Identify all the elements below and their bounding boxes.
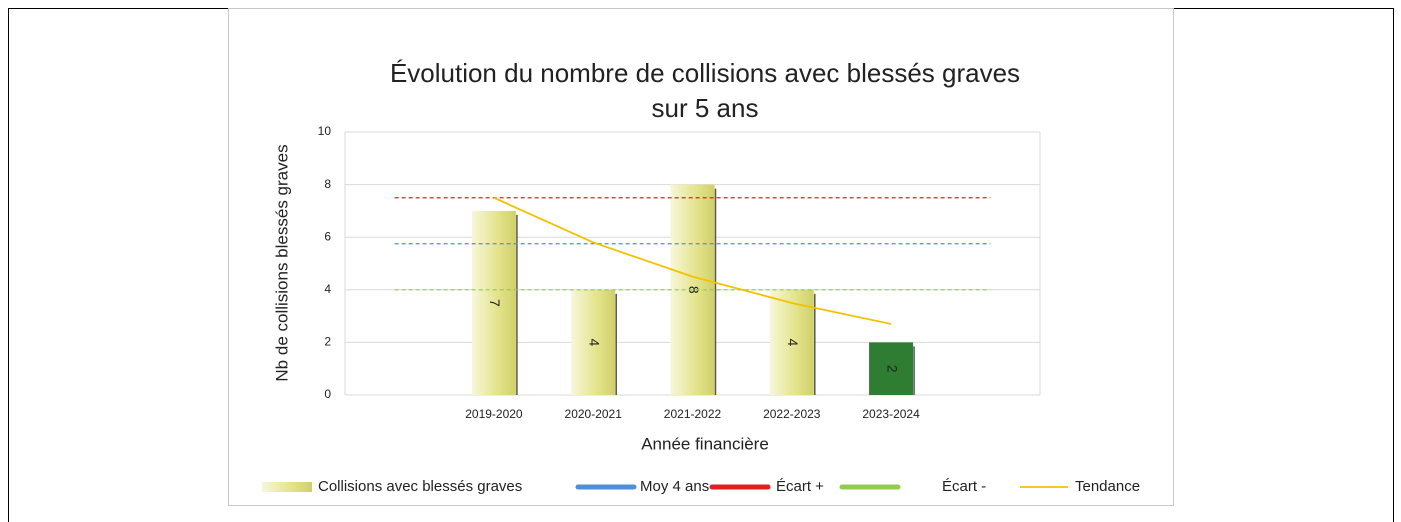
y-tick-label: 0 [324,387,331,401]
legend-label: Collisions avec blessés graves [318,478,522,495]
y-tick-label: 8 [324,177,331,191]
y-tick-label: 6 [324,229,331,243]
series-line [493,196,892,325]
data-label: 4 [785,339,801,347]
legend-label: Écart + [776,478,824,495]
legend-label: Écart - [942,478,986,495]
bar [471,210,516,395]
legend-label: Tendance [1075,478,1140,495]
bar [869,342,914,395]
x-tick-label: 2021-2022 [664,407,722,421]
chart-title: sur 5 ans [652,93,759,123]
x-tick-label: 2019-2020 [465,407,523,421]
x-tick-label: 2022-2023 [763,407,821,421]
x-tick-label: 2020-2021 [565,407,623,421]
y-tick-label: 2 [324,335,331,349]
bar [769,289,814,395]
x-tick-label: 2023-2024 [862,407,920,421]
data-label: 2 [884,365,900,373]
y-axis-label: Nb de collisions blessés graves [272,144,291,381]
data-label: 8 [686,286,702,294]
data-label: 7 [487,299,503,307]
legend-label: Moy 4 ans [640,478,709,495]
chart-title: Évolution du nombre de collisions avec b… [390,58,1020,88]
bar [571,289,616,395]
legend-swatch [262,482,312,492]
data-label: 4 [587,339,603,347]
x-axis-label: Année financière [641,434,769,453]
y-tick-label: 10 [318,124,332,138]
y-tick-label: 4 [324,282,331,296]
